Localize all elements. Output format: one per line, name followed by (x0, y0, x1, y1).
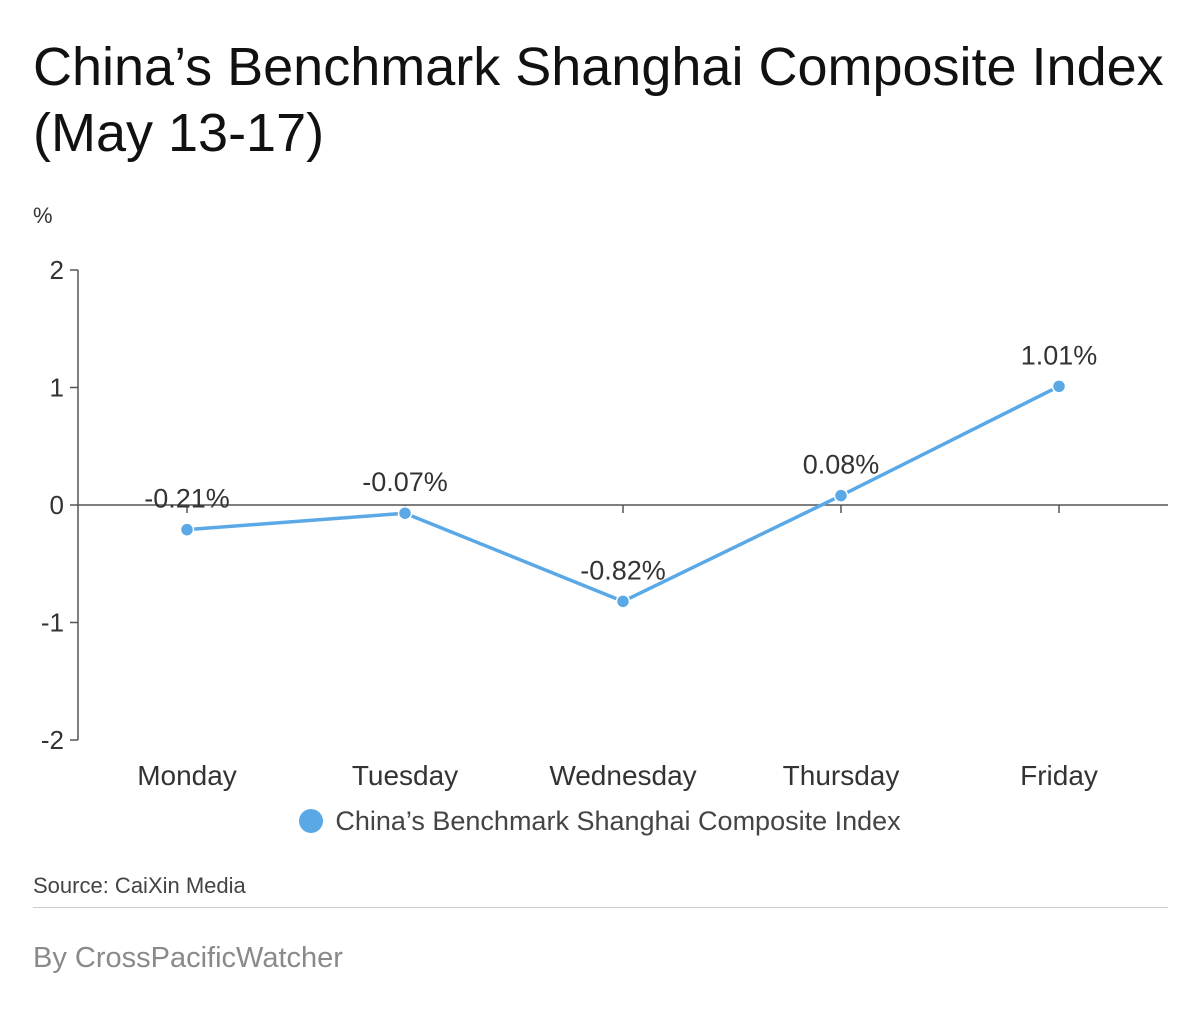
data-label: -0.07% (362, 467, 448, 497)
y-tick-label: -2 (41, 725, 64, 755)
x-tick-label: Tuesday (352, 760, 458, 791)
legend-marker-icon (299, 809, 324, 833)
legend: China’s Benchmark Shanghai Composite Ind… (0, 806, 1200, 837)
byline: By CrossPacificWatcher (33, 942, 343, 974)
divider (33, 907, 1168, 908)
legend-label: China’s Benchmark Shanghai Composite Ind… (335, 806, 901, 836)
data-point (179, 522, 195, 537)
data-label: 0.08% (803, 450, 880, 480)
x-tick-label: Thursday (783, 760, 900, 791)
y-tick-label: 2 (50, 255, 64, 285)
data-point (397, 505, 413, 521)
data-label: -0.21% (144, 484, 230, 514)
x-tick-label: Wednesday (549, 760, 696, 791)
y-tick-label: 0 (50, 490, 64, 520)
y-axis-unit-label: % (33, 203, 53, 228)
data-label: -0.82% (580, 555, 666, 585)
x-tick-label: Friday (1020, 760, 1098, 791)
y-tick-label: 1 (50, 373, 64, 403)
line-chart: 2 1 0 -1 -2 Monday Tuesday Wednesday Thursday Fri… (41, 255, 1168, 791)
data-point (1051, 379, 1067, 394)
x-tick-label: Monday (137, 760, 237, 791)
data-label: 1.01% (1021, 340, 1098, 370)
data-point (615, 594, 631, 609)
source-note: Source: CaiXin Media (33, 873, 246, 898)
y-tick-label: -1 (41, 608, 64, 638)
data-point (833, 488, 849, 503)
chart-title: China’s Benchmark Shanghai Composite Ind… (33, 37, 1164, 163)
